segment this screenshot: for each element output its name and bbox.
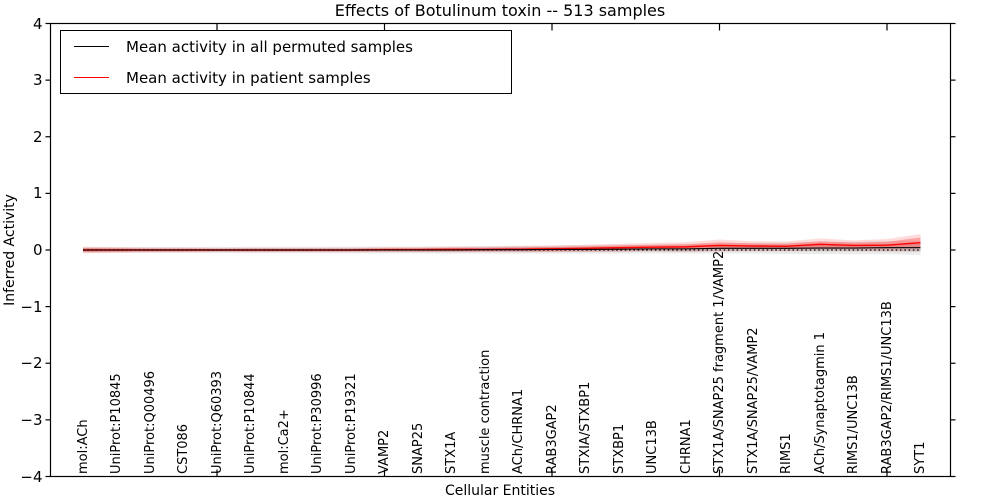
legend-item-permuted: Mean activity in all permuted samples: [74, 38, 511, 56]
legend-item-patient: Mean activity in patient samples: [74, 69, 511, 87]
permuted-mean-line: [83, 247, 921, 251]
y-tick-label: −2: [20, 354, 43, 373]
legend-label: Mean activity in patient samples: [126, 68, 371, 87]
legend-label: Mean activity in all permuted samples: [126, 37, 413, 56]
y-tick-label: 3: [32, 71, 43, 90]
chart-title: Effects of Botulinum toxin -- 513 sample…: [334, 1, 666, 20]
y-tick-label: −4: [20, 467, 43, 486]
y-tick-label: 4: [32, 14, 43, 33]
y-tick-label: 0: [32, 241, 43, 259]
red-line-sample-icon: [74, 77, 109, 78]
y-tick-label: −1: [20, 297, 43, 316]
y-tick-label: 2: [32, 127, 43, 146]
black-line-sample-icon: [74, 46, 109, 47]
x-axis-label: Cellular Entities: [444, 483, 556, 499]
permuted-outer-band: [83, 240, 921, 255]
y-tick-label: −3: [20, 410, 43, 429]
y-tick-label: 1: [32, 184, 43, 203]
legend: Mean activity in all permuted samples Me…: [60, 30, 512, 94]
